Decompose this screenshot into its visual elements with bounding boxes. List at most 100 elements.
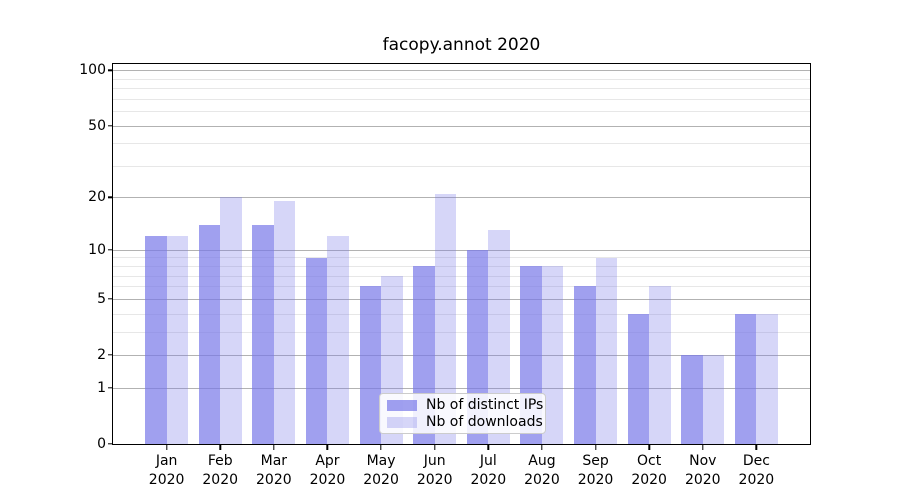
bar-ips-may [359,286,382,444]
xtick-month: Apr [315,453,340,469]
xtick-year: 2020 [631,472,667,488]
ytick-mark-1 [108,387,113,389]
bar-ips-jan [145,236,167,444]
ytick-mark-10 [108,249,113,251]
bar-downloads-sep [595,257,617,444]
bar-downloads-dec [756,313,778,444]
xtick-label-jul: Jul 2020 [456,452,520,490]
bar-downloads-mar [273,201,296,444]
xtick-label-nov: Nov 2020 [671,452,735,490]
xtick-month: Jun [423,453,446,469]
xtick-month: Feb [207,453,233,469]
plot-area: Nb of distinct IPs Nb of downloads [112,63,811,445]
gridline-major-5 [113,298,810,300]
xtick-mark-feb [219,445,221,450]
xtick-label-aug: Aug 2020 [510,452,574,490]
gridline-minor-3 [113,331,810,333]
xtick-label-mar: Mar 2020 [242,452,306,490]
bar-ips-apr [306,257,328,444]
xtick-month: Dec [742,453,770,469]
xtick-mark-nov [702,445,704,450]
xtick-year: 2020 [256,472,292,488]
ytick-mark-0 [108,443,113,445]
bar-downloads-aug [541,266,564,444]
gridline-minor-6 [113,286,810,288]
bar-ips-dec [734,313,757,444]
ytick-label-5: 5 [97,290,106,307]
ytick-label-20: 20 [88,189,106,206]
xtick-year: 2020 [577,472,614,488]
legend-label-distinct-ips: Nb of distinct IPs [426,397,544,413]
xtick-year: 2020 [309,472,346,488]
ytick-label-2: 2 [97,347,106,363]
ytick-mark-5 [108,298,113,300]
bar-downloads-apr [327,236,349,444]
xtick-year: 2020 [470,472,507,488]
gridline-major-2 [113,355,810,356]
xtick-mark-may [380,445,382,450]
gridline-minor-90 [113,78,810,80]
legend-label-downloads: Nb of downloads [426,414,543,430]
xtick-mark-apr [326,445,329,450]
ytick-mark-2 [108,354,113,356]
xtick-label-jun: Jun 2020 [403,452,467,490]
gridline-major-100 [113,70,810,72]
xtick-mark-mar [273,445,275,450]
ytick-label-50: 50 [88,117,106,134]
xtick-month: Jul [479,453,497,469]
gridline-minor-7 [113,275,810,277]
bar-downloads-oct [649,286,671,444]
bar-ips-nov [681,355,703,444]
legend-swatch-downloads [387,416,417,428]
xtick-label-jan: Jan 2020 [135,452,199,490]
xtick-year: 2020 [363,472,399,488]
xtick-mark-jul [487,445,489,450]
ytick-label-1: 1 [97,379,106,396]
bar-ips-feb [198,224,221,444]
xtick-mark-jun [433,445,436,450]
bar-ips-sep [574,286,596,444]
xtick-mark-aug [541,445,543,450]
xtick-mark-oct [648,445,650,450]
gridline-major-10 [113,249,810,251]
bar-downloads-jan [166,236,189,444]
xtick-mark-jan [165,445,168,450]
bar-downloads-jun [434,193,457,444]
ytick-mark-100 [108,69,113,71]
gridline-minor-4 [113,313,810,315]
bar-downloads-feb [220,197,242,444]
xtick-label-oct: Oct 2020 [617,452,681,490]
xtick-label-may: May 2020 [349,452,413,490]
gridline-minor-30 [113,165,810,167]
xtick-label-sep: Sep 2020 [564,452,628,490]
xtick-month: Mar [260,453,288,469]
xtick-label-dec: Dec 2020 [724,452,788,490]
ytick-mark-20 [108,196,113,199]
chart-title: facopy.annot 2020 [382,35,541,55]
bar-downloads-jul [488,230,510,444]
gridline-minor-70 [113,98,810,100]
xtick-mark-dec [755,445,758,450]
xtick-month: Sep [582,453,609,469]
gridline-minor-8 [113,266,810,268]
legend: Nb of distinct IPs Nb of downloads [379,393,546,434]
gridline-minor-40 [113,143,810,145]
xtick-month: Nov [689,453,717,469]
gridline-major-50 [113,125,810,127]
legend-swatch-distinct-ips [387,399,417,411]
xtick-year: 2020 [202,472,239,488]
bar-ips-oct [627,313,650,444]
gridline-minor-60 [113,111,810,113]
xtick-month: Aug [528,453,556,469]
xtick-mark-sep [594,445,597,450]
gridline-minor-80 [113,88,810,90]
xtick-year: 2020 [738,472,775,488]
bar-downloads-nov [702,355,725,444]
ytick-label-100: 100 [79,62,106,79]
xtick-month: May [366,453,396,469]
ytick-label-10: 10 [88,241,106,258]
ytick-label-0: 0 [97,436,106,452]
xtick-month: Jan [155,453,178,469]
gridline-major-1 [113,387,810,389]
